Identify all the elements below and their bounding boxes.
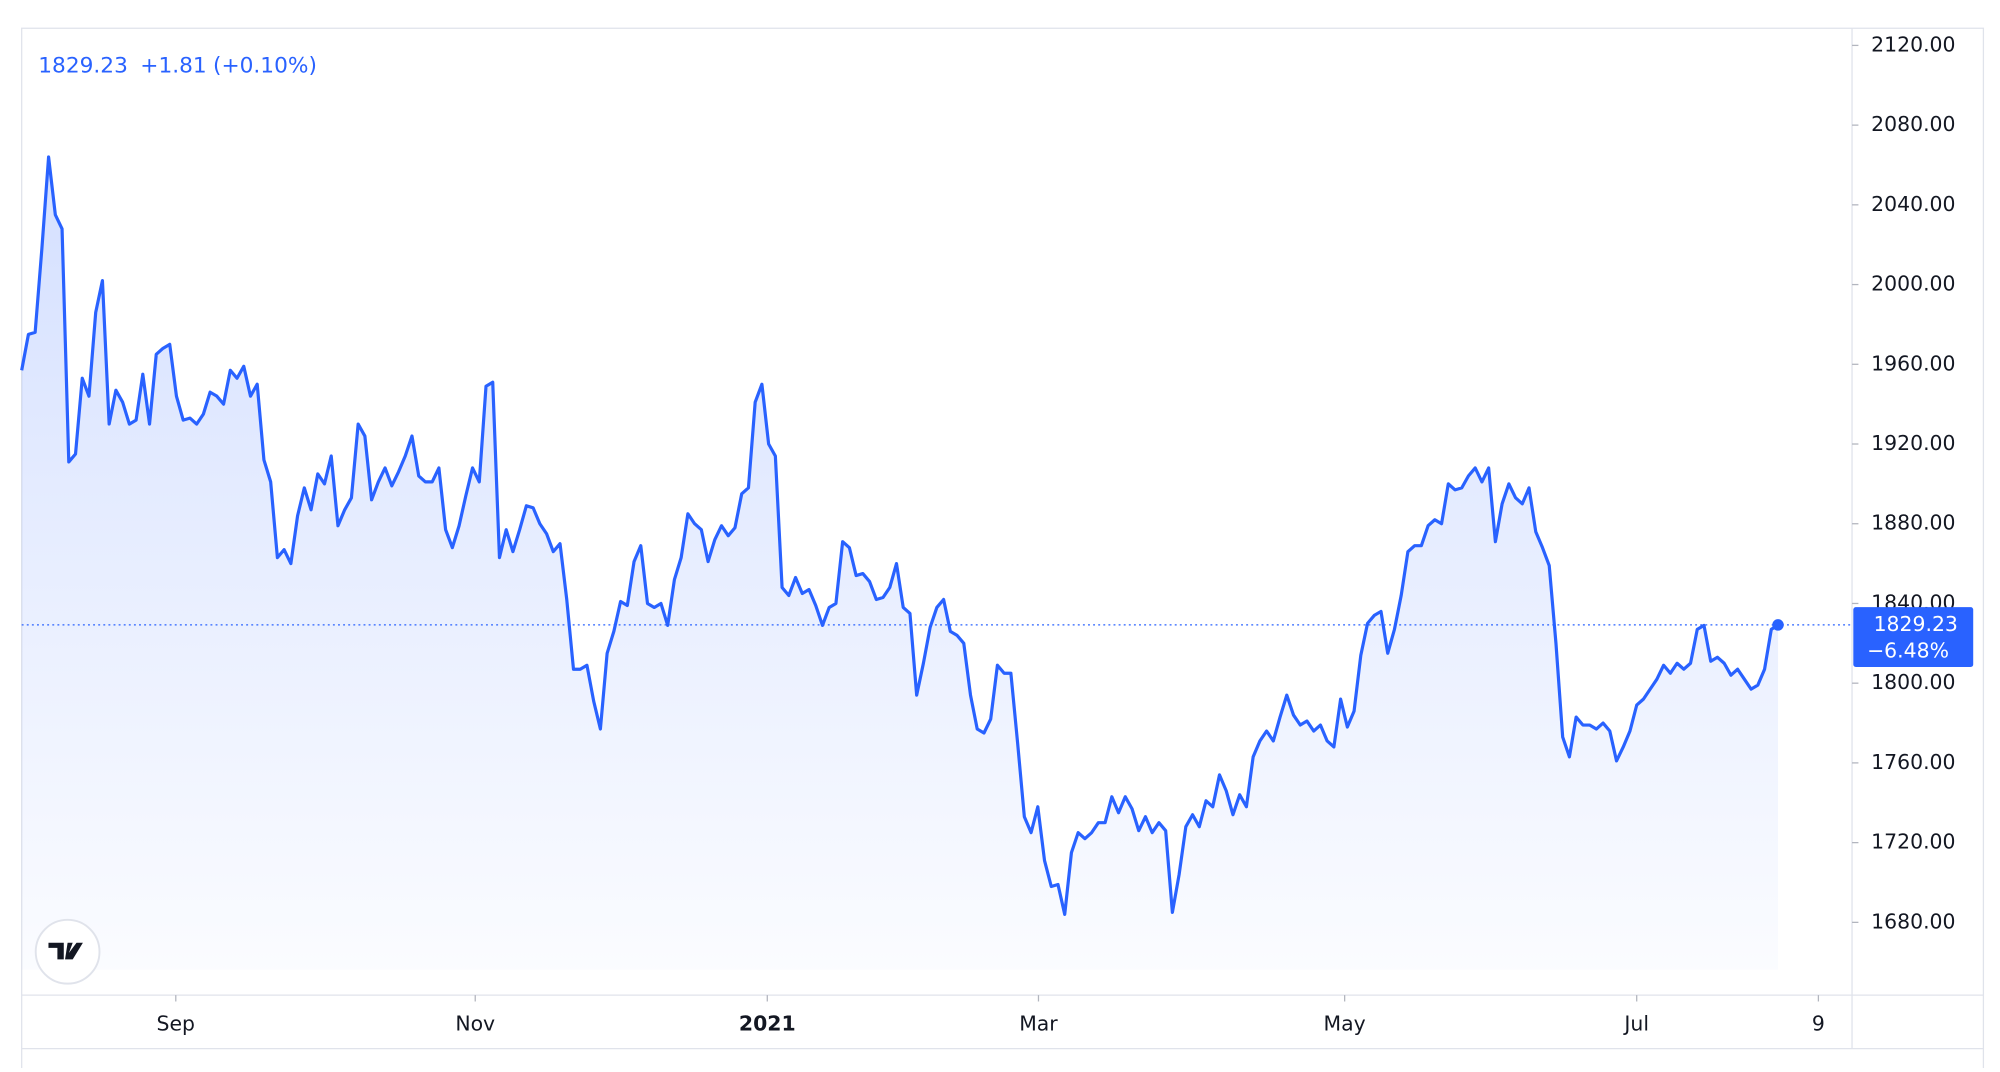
price-tag-value: 1829.23 <box>1874 612 1958 636</box>
price-tag-change: −6.48% <box>1867 639 1949 663</box>
y-tick-label: 1800.00 <box>1871 670 1955 694</box>
legend-change-pct: (+0.10%) <box>213 54 317 79</box>
y-tick-label: 1880.00 <box>1871 511 1955 535</box>
x-tick-label: Sep <box>157 1011 195 1035</box>
y-tick-label: 2040.00 <box>1871 192 1955 216</box>
y-tick-label: 2000.00 <box>1871 272 1955 296</box>
plot-area <box>20 155 1853 970</box>
y-tick-label: 2120.00 <box>1871 32 1955 56</box>
legend-price: 1829.23 <box>38 54 128 79</box>
y-tick-label: 1680.00 <box>1871 909 1955 933</box>
price-line <box>20 155 1779 916</box>
y-tick-label: 2080.00 <box>1871 112 1955 136</box>
y-tick-label: 1760.00 <box>1871 750 1955 774</box>
y-tick-label: 1720.00 <box>1871 830 1955 854</box>
x-tick-label: Mar <box>1019 1011 1058 1035</box>
legend-change: +1.81 <box>140 54 206 79</box>
x-tick-label: 9 <box>1812 1011 1825 1035</box>
x-tick-label: Jul <box>1622 1011 1649 1035</box>
x-tick-label: May <box>1324 1011 1366 1035</box>
logo-mark <box>48 942 83 960</box>
axes: 1680.001720.001760.001800.001840.001880.… <box>157 32 1974 1035</box>
x-tick-label: Nov <box>455 1011 495 1035</box>
last-point <box>1772 619 1784 631</box>
y-tick-label: 1960.00 <box>1871 351 1955 375</box>
price-tag <box>1853 607 1974 668</box>
area-fill <box>21 157 1779 970</box>
x-tick-label: 2021 <box>739 1011 796 1035</box>
logo <box>34 918 101 985</box>
y-tick-label: 1920.00 <box>1871 431 1955 455</box>
